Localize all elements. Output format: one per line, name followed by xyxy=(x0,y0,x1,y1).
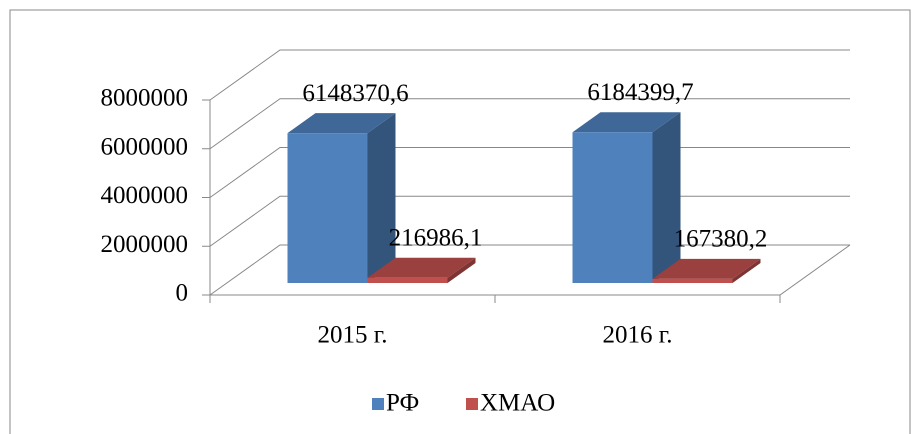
data-label: 6148370,6 xyxy=(302,80,408,107)
x-tick-label: 2015 г. xyxy=(318,322,388,349)
bar xyxy=(652,278,733,283)
bar-top xyxy=(367,257,476,278)
bar xyxy=(287,133,368,283)
legend-swatch xyxy=(466,398,478,410)
legend-label: РФ xyxy=(386,390,419,417)
bar xyxy=(572,132,653,283)
bar-side xyxy=(447,257,476,283)
y-tick-label: 2000000 xyxy=(101,231,189,258)
grid-line xyxy=(209,98,850,150)
y-tick-label: 4000000 xyxy=(101,182,189,209)
data-label: 167380,2 xyxy=(674,226,768,253)
bar-top xyxy=(652,258,761,279)
data-label: 216986,1 xyxy=(389,224,483,251)
y-tick-label: 8000000 xyxy=(101,85,189,112)
x-tick-label: 2016 г. xyxy=(603,322,673,349)
data-label: 6184399,7 xyxy=(587,79,693,106)
bar-side xyxy=(652,112,681,284)
bar-top xyxy=(572,112,681,133)
grid-line xyxy=(209,49,850,101)
bar-side xyxy=(732,258,761,283)
bar-top xyxy=(287,113,396,134)
y-tick-label: 6000000 xyxy=(101,133,189,160)
bar xyxy=(367,277,448,283)
y-tick-label: 0 xyxy=(176,280,189,307)
bar-side xyxy=(367,113,396,283)
legend-label: ХМАО xyxy=(480,390,555,417)
legend-swatch xyxy=(372,398,384,410)
chart-border xyxy=(9,9,911,434)
